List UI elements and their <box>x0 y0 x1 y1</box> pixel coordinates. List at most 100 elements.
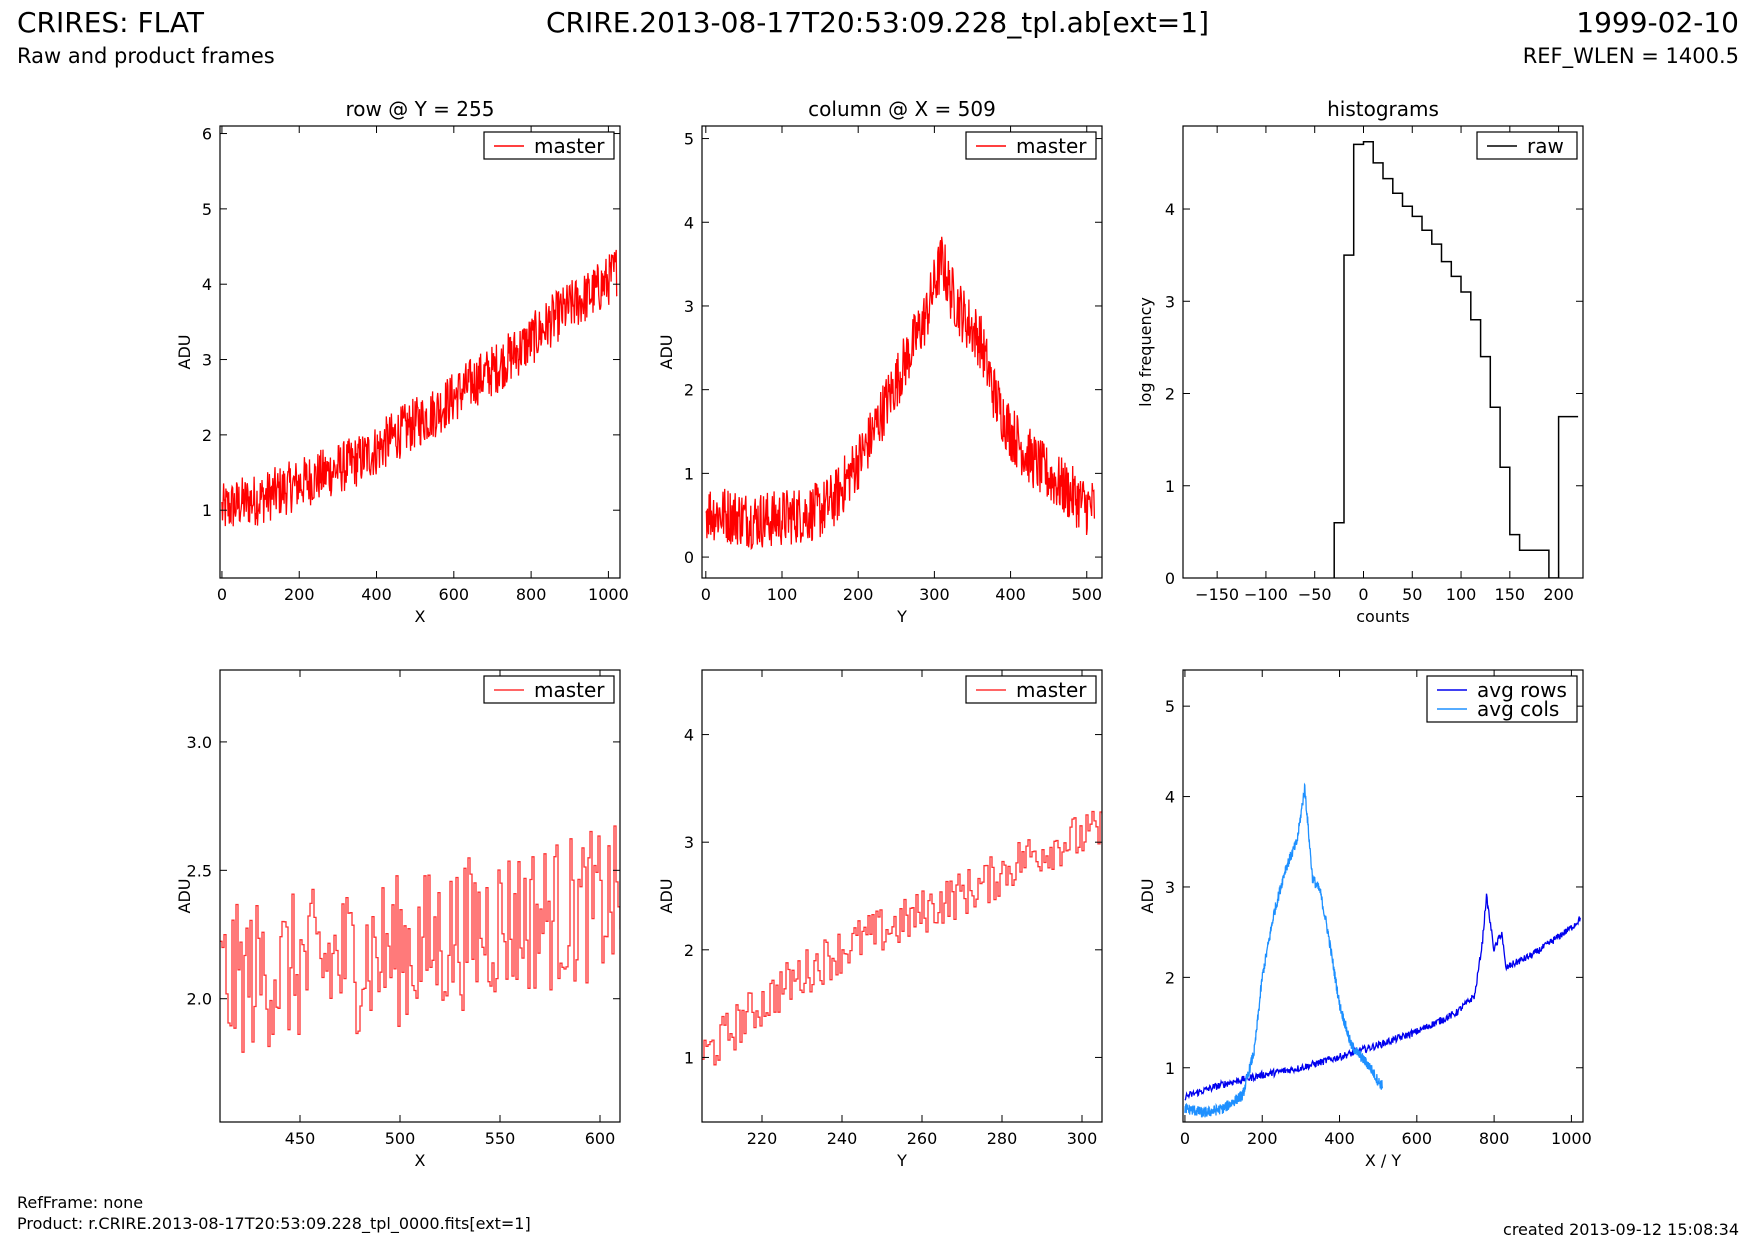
x-tick-label: 600 <box>439 585 470 604</box>
chart-2: column @ X = 509 0 100 200 300 400 500 0 1 2 3 4 5 Y A… <box>657 97 1103 626</box>
y-axis-label: ADU <box>657 879 676 914</box>
x-tick-label: 550 <box>485 1129 516 1148</box>
x-tick-label: 600 <box>1402 1129 1433 1148</box>
y-tick-label: 5 <box>1165 697 1175 716</box>
series-line-master <box>221 249 618 527</box>
chart-title: histograms <box>1327 97 1439 121</box>
legend: master <box>965 131 1097 160</box>
x-tick-label: 200 <box>1543 585 1574 604</box>
y-tick-label: 2 <box>1165 385 1175 404</box>
legend-label: master <box>1016 678 1087 702</box>
plot-frame <box>701 125 1103 579</box>
y-tick-label: 0 <box>684 548 694 567</box>
y-axis-label: ADU <box>1138 879 1157 914</box>
legend-label: master <box>1016 134 1087 158</box>
y-axis-label: ADU <box>175 335 194 370</box>
chart-6: 0 200 400 600 800 1000 1 2 3 4 5 X / Y ADU avg rowsav… <box>1138 669 1592 1170</box>
x-axis-label: X / Y <box>1365 1151 1402 1170</box>
y-tick-label: 3 <box>684 833 694 852</box>
x-tick-label: 1000 <box>1551 1129 1592 1148</box>
y-tick-label: 3 <box>684 297 694 316</box>
x-tick-label: 200 <box>284 585 315 604</box>
title-right: 1999-02-10 <box>1576 6 1739 39</box>
series-line-master <box>702 810 1102 1066</box>
y-tick-label: 0 <box>1165 569 1175 588</box>
x-tick-label: 300 <box>1067 1129 1098 1148</box>
y-tick-label: 5 <box>684 130 694 149</box>
x-tick-label: 50 <box>1402 585 1422 604</box>
x-tick-label: −150 <box>1195 585 1239 604</box>
x-tick-label: 100 <box>1446 585 1477 604</box>
x-tick-label: 500 <box>385 1129 416 1148</box>
y-tick-label: 2 <box>684 381 694 400</box>
footer-refframe: RefFrame: none <box>17 1193 144 1212</box>
x-tick-label: 200 <box>1247 1129 1278 1148</box>
x-tick-label: 800 <box>516 585 547 604</box>
x-axis-label: Y <box>896 607 907 626</box>
x-axis-label: counts <box>1356 607 1409 626</box>
chart-4: 450 500 550 600 2.0 2.5 3.0 X ADU master <box>175 669 621 1170</box>
title-left: CRIRES: FLAT <box>17 6 204 39</box>
y-tick-label: 5 <box>202 200 212 219</box>
y-tick-label: 1 <box>684 1048 694 1067</box>
series-line-master <box>705 236 1096 551</box>
x-tick-label: 0 <box>701 585 711 604</box>
y-tick-label: 3 <box>1165 292 1175 311</box>
legend: master <box>483 675 615 704</box>
y-tick-label: 3 <box>1165 878 1175 897</box>
x-tick-label: 220 <box>747 1129 778 1148</box>
chart-3: histograms −150 −100 −50 0 50 100 150 200 0 1 2 3 4 co… <box>1136 97 1584 626</box>
y-tick-label: 4 <box>1165 200 1175 219</box>
x-tick-label: 400 <box>361 585 392 604</box>
x-tick-label: −50 <box>1298 585 1332 604</box>
subtitle-left: Raw and product frames <box>17 44 275 68</box>
y-tick-label: 3.0 <box>187 733 212 752</box>
x-tick-label: −100 <box>1244 585 1288 604</box>
y-tick-label: 4 <box>202 275 212 294</box>
x-tick-label: 300 <box>919 585 950 604</box>
x-tick-label: 450 <box>285 1129 316 1148</box>
x-axis-label: Y <box>896 1151 907 1170</box>
y-tick-label: 2 <box>1165 968 1175 987</box>
chart-title: row @ Y = 255 <box>346 97 495 121</box>
x-tick-label: 0 <box>1358 585 1368 604</box>
legend: master <box>483 131 615 160</box>
legend-label: avg cols <box>1477 697 1559 721</box>
series-line-master <box>220 825 620 1053</box>
y-tick-label: 2 <box>202 426 212 445</box>
plot-frame <box>219 669 621 1123</box>
y-tick-label: 4 <box>684 726 694 745</box>
subtitle-right: REF_WLEN = 1400.5 <box>1522 44 1739 68</box>
x-axis-label: X <box>415 607 426 626</box>
y-tick-label: 2.5 <box>187 861 212 880</box>
y-tick-label: 1 <box>1165 1059 1175 1078</box>
x-tick-label: 800 <box>1479 1129 1510 1148</box>
legend: raw <box>1476 131 1578 160</box>
legend-label: raw <box>1527 134 1564 158</box>
x-tick-label: 150 <box>1495 585 1526 604</box>
plot-frame <box>1182 669 1584 1123</box>
title-center: CRIRE.2013-08-17T20:53:09.228_tpl.ab[ext… <box>545 6 1209 39</box>
series-line-avg-rows <box>1184 893 1581 1101</box>
x-tick-label: 1000 <box>588 585 629 604</box>
y-tick-label: 3 <box>202 351 212 370</box>
x-tick-label: 280 <box>987 1129 1018 1148</box>
plot-frame <box>701 669 1103 1123</box>
chart-5: 220 240 260 280 300 1 2 3 4 Y ADU master <box>657 669 1103 1170</box>
chart-1: row @ Y = 255 0 200 400 600 800 1000 1 2 3 4 5 6 X ADU… <box>175 97 629 626</box>
x-tick-label: 500 <box>1071 585 1102 604</box>
plot-frame <box>1182 125 1584 579</box>
chart-title: column @ X = 509 <box>808 97 996 121</box>
x-tick-label: 260 <box>907 1129 938 1148</box>
y-tick-label: 1 <box>1165 477 1175 496</box>
y-tick-label: 1 <box>684 464 694 483</box>
y-tick-label: 6 <box>202 125 212 144</box>
x-tick-label: 400 <box>1324 1129 1355 1148</box>
y-tick-label: 2 <box>684 941 694 960</box>
x-tick-label: 200 <box>843 585 874 604</box>
y-tick-label: 2.0 <box>187 990 212 1009</box>
y-axis-label: log frequency <box>1136 297 1155 407</box>
footer-created: created 2013-09-12 15:08:34 <box>1503 1220 1739 1239</box>
y-tick-label: 1 <box>202 501 212 520</box>
